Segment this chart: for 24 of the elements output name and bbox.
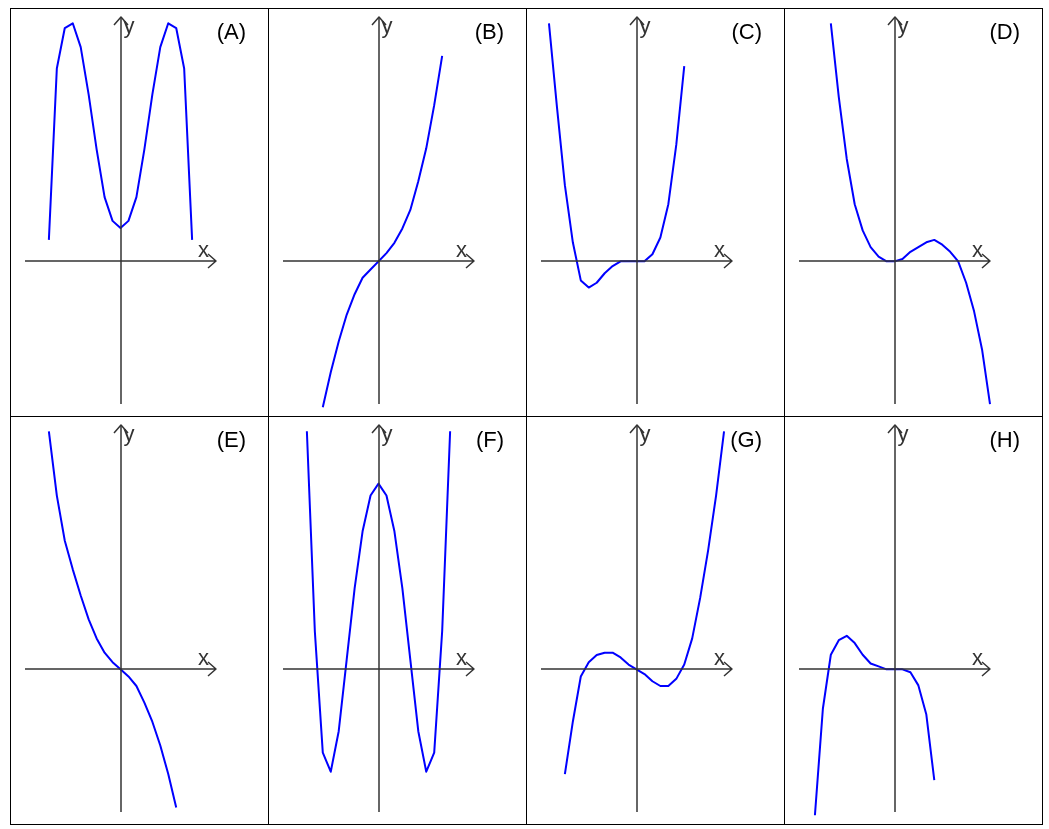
x-axis-title: x	[972, 645, 983, 671]
chart-title: (D)	[989, 19, 1020, 44]
chart-title: (B)	[474, 19, 504, 44]
y-axis-title: y	[897, 13, 909, 38]
chart-title: (C)	[731, 19, 762, 44]
y-axis-title: y	[639, 421, 651, 446]
x-axis-title: x	[714, 237, 725, 263]
y-axis-title: y	[381, 13, 393, 38]
chart-title: (A)	[216, 19, 246, 44]
x-axis-title: x	[972, 237, 983, 263]
x-axis-title: x	[198, 237, 209, 263]
y-axis-title: y	[123, 13, 135, 38]
y-axis-title: y	[639, 13, 651, 38]
chart-title: (E)	[216, 427, 246, 452]
y-axis-title: y	[897, 421, 909, 446]
x-axis-title: x	[456, 645, 467, 671]
y-axis-title: y	[381, 421, 393, 446]
chart-title: (F)	[475, 427, 504, 452]
x-axis-title: x	[714, 645, 725, 671]
x-axis-title: x	[198, 645, 209, 671]
chart-title: (G)	[730, 427, 762, 452]
chart-title: (H)	[989, 427, 1020, 452]
x-axis-title: x	[456, 237, 467, 263]
y-axis-title: y	[123, 421, 135, 446]
